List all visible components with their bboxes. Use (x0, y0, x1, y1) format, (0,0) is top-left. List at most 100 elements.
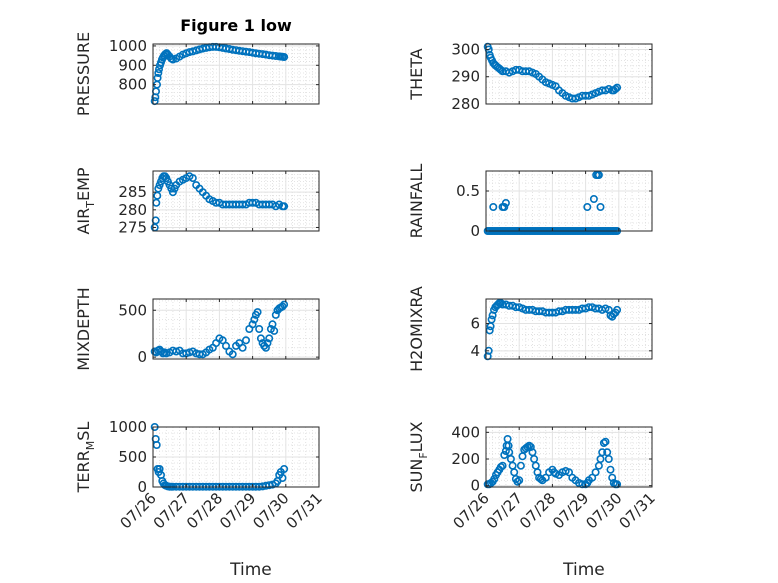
y-axis-label: RAINFALL (407, 164, 426, 239)
data-point (591, 468, 600, 477)
data-point (188, 174, 197, 183)
y-tick-label: 280 (451, 95, 480, 113)
axes-rainfall: 0 0.5 RAINFALL (407, 164, 653, 240)
data-point (596, 203, 605, 212)
y-axis-label-part: M (84, 441, 97, 451)
series-mixdepth (150, 300, 289, 359)
data-point (513, 477, 522, 486)
data-point (278, 473, 287, 482)
x-tick-label: 07/27 (150, 489, 193, 532)
y-axis-label-part: TERR (74, 450, 93, 493)
y-tick-label: 0.5 (456, 182, 480, 200)
axes-box (152, 43, 320, 105)
x-tick-label: 07/30 (582, 489, 625, 532)
data-point (154, 69, 163, 78)
axes-theta: 280 290 300 THETA (407, 40, 653, 113)
data-point (598, 448, 607, 457)
data-point (280, 300, 289, 309)
data-point (222, 341, 231, 350)
data-point (490, 474, 499, 483)
data-point (496, 65, 505, 74)
x-tick-label: 07/30 (249, 489, 292, 532)
data-point (500, 203, 509, 212)
y-tick-label: 200 (451, 450, 480, 468)
y-axis-label-part: EMP (74, 167, 93, 201)
y-tick-label: 400 (451, 423, 480, 441)
x-axis-label: Time (562, 560, 605, 580)
data-point (280, 52, 289, 61)
data-point (265, 334, 274, 343)
axes-mixdepth: 0 500 MIXDEPTH (74, 287, 320, 371)
y-tick-label: 4 (470, 342, 480, 360)
y-tick-label: 1000 (109, 37, 147, 55)
y-tick-label: 500 (118, 301, 147, 319)
data-point (238, 343, 247, 352)
axes-box (485, 298, 653, 360)
y-axis-label: TERRMSL (74, 422, 97, 494)
data-point (606, 465, 615, 474)
y-axis-label-part: F (417, 452, 430, 458)
axes-box (485, 43, 653, 105)
chart-title: Figure 1 low (180, 16, 292, 35)
data-point (487, 315, 496, 324)
y-tick-label: 500 (118, 448, 147, 466)
series-sun_flux (483, 434, 622, 489)
y-tick-label: 280 (118, 201, 147, 219)
data-point (278, 302, 287, 311)
y-tick-label: 6 (470, 315, 480, 333)
x-tick-label: 07/28 (183, 489, 226, 532)
data-point (536, 474, 545, 483)
data-point (228, 350, 237, 359)
y-axis-label-part: PRESSURE (74, 32, 93, 116)
y-axis-label-part: RAINFALL (407, 164, 426, 239)
data-point (255, 324, 264, 333)
data-point (599, 438, 608, 447)
data-point (489, 203, 498, 212)
data-point (501, 199, 510, 208)
x-tick-label: 07/27 (483, 489, 526, 532)
y-axis-label: MIXDEPTH (74, 287, 93, 370)
y-tick-label: 285 (118, 183, 147, 201)
data-point (611, 85, 620, 94)
y-tick-label: 290 (451, 68, 480, 86)
data-point (248, 320, 257, 329)
y-axis-label: THETA (407, 48, 426, 100)
data-point (218, 336, 227, 345)
data-point (516, 461, 525, 470)
axes-box (485, 426, 653, 488)
data-point (155, 65, 164, 74)
data-point (256, 334, 265, 343)
data-point (594, 171, 603, 180)
data-point (188, 47, 197, 56)
data-point (613, 83, 622, 92)
data-point (253, 308, 262, 317)
axes-terr_msl: 0500100007/2607/2707/2807/2907/3007/31Ti… (74, 418, 326, 580)
data-point (613, 305, 622, 314)
y-axis-label: PRESSURE (74, 32, 93, 116)
data-point (270, 326, 279, 335)
y-axis-label-part: LUX (407, 421, 426, 452)
data-point (589, 195, 598, 204)
data-point (601, 437, 610, 446)
y-axis-label-part: MIXDEPTH (74, 287, 93, 370)
series-h2omixra (483, 299, 622, 361)
y-axis-label-part: H2OMIXRA (407, 286, 426, 372)
x-tick-label: 07/29 (549, 489, 592, 532)
data-point (583, 203, 592, 212)
y-axis-label: AIRTEMP (74, 167, 97, 234)
y-tick-label: 0 (137, 478, 147, 496)
data-point (271, 310, 280, 319)
y-tick-label: 300 (451, 40, 480, 58)
y-tick-label: 1000 (109, 418, 147, 436)
axes-box (152, 298, 320, 360)
x-tick-label: 07/31 (616, 489, 659, 532)
y-tick-label: 800 (118, 76, 147, 94)
axes-box (485, 170, 653, 232)
y-tick-label: 0 (470, 477, 480, 495)
y-axis-label-part: THETA (407, 48, 426, 100)
y-tick-label: 900 (118, 56, 147, 74)
